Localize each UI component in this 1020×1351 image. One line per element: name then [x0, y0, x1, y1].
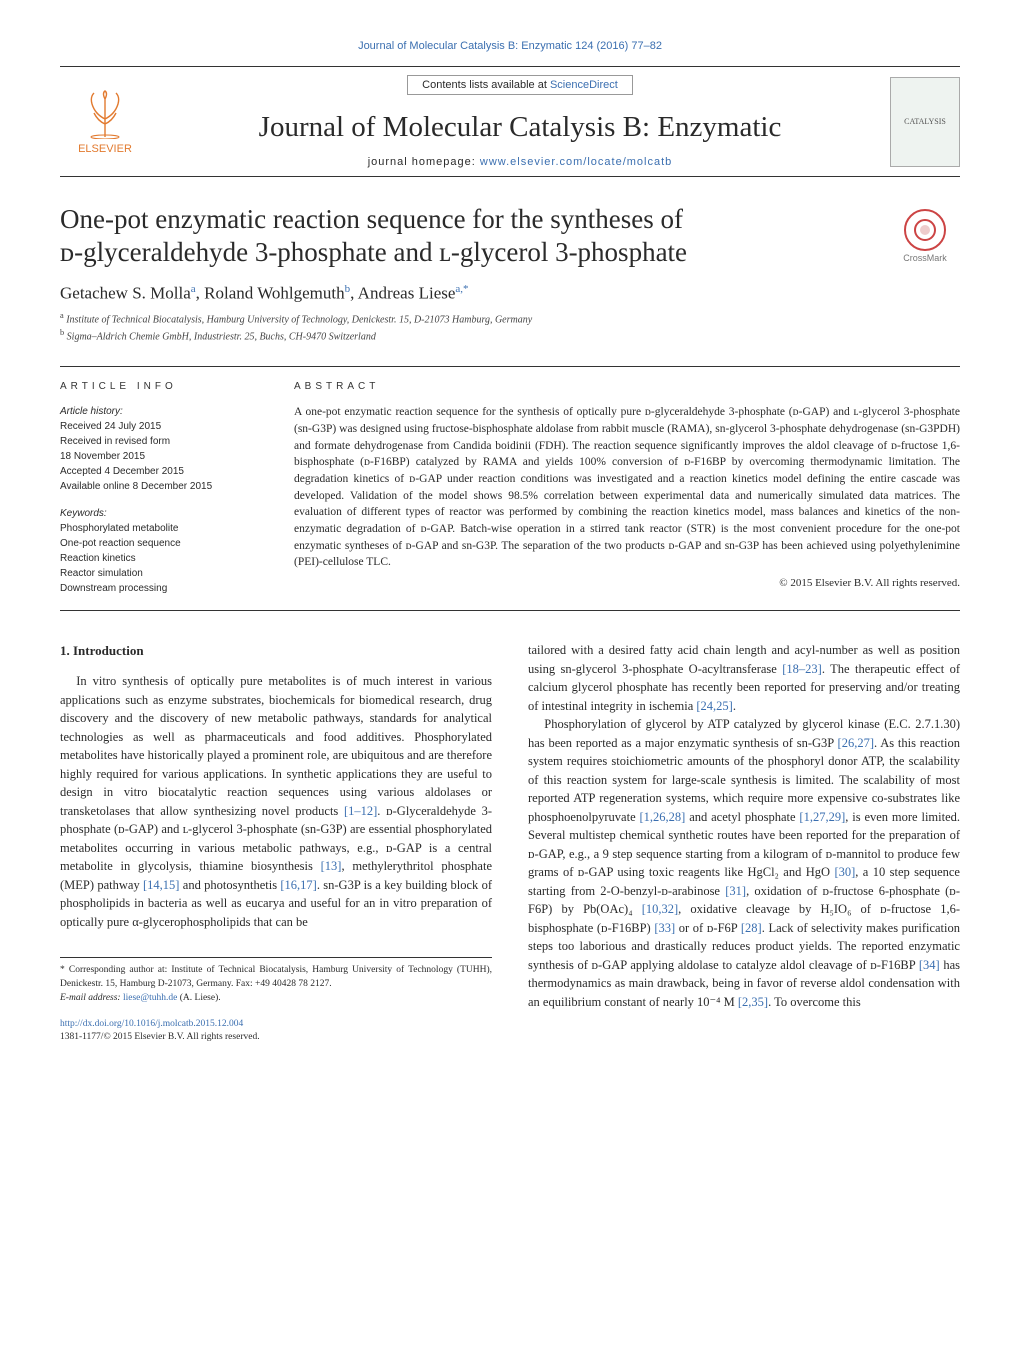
keyword-item: Downstream processing	[60, 581, 250, 596]
text-run: In vitro synthesis of optically pure met…	[60, 674, 492, 818]
corresponding-author-footnote: * Corresponding author at: Institute of …	[60, 964, 492, 992]
page-root: Journal of Molecular Catalysis B: Enzyma…	[0, 0, 1020, 1074]
text-run: .	[733, 699, 736, 713]
publisher-logo: ELSEVIER	[60, 77, 150, 167]
body-columns: 1. Introduction In vitro synthesis of op…	[60, 641, 960, 1044]
article-info-heading: ARTICLE INFO	[60, 381, 250, 392]
history-received: Received 24 July 2015	[60, 419, 250, 434]
keyword-item: One-pot reaction sequence	[60, 536, 250, 551]
article-history: Article history: Received 24 July 2015 R…	[60, 404, 250, 494]
citation-link[interactable]: [26,27]	[838, 736, 874, 750]
intro-para-1-cont: tailored with a desired fatty acid chain…	[528, 641, 960, 715]
journal-cover-thumb: CATALYSIS	[890, 77, 960, 167]
cover-label: CATALYSIS	[904, 117, 946, 126]
footnotes: * Corresponding author at: Institute of …	[60, 957, 492, 1005]
email-label: E-mail address:	[60, 993, 123, 1003]
author-line: Getachew S. Mollaa, Roland Wohlgemuthb, …	[60, 283, 960, 304]
citation-link[interactable]: [10,32]	[642, 902, 678, 916]
title-line-1: One-pot enzymatic reaction sequence for …	[60, 204, 683, 234]
citation-link[interactable]: [34]	[919, 958, 940, 972]
affiliation-b: b Sigma–Aldrich Chemie GmbH, Industriest…	[60, 327, 960, 344]
homepage-url[interactable]: www.elsevier.com/locate/molcatb	[480, 156, 672, 168]
title-block: One-pot enzymatic reaction sequence for …	[60, 203, 960, 269]
text-run: and acetyl phosphate	[685, 810, 799, 824]
footnote-corr-text: Corresponding author at: Institute of Te…	[60, 965, 492, 989]
citation-link[interactable]: [16,17]	[280, 878, 316, 892]
aff-b-text: Sigma–Aldrich Chemie GmbH, Industriestr.…	[67, 331, 376, 342]
journal-name: Journal of Molecular Catalysis B: Enzyma…	[150, 111, 890, 144]
citation-link[interactable]: [18–23]	[782, 662, 822, 676]
citation-link[interactable]: [33]	[654, 921, 675, 935]
article-info-column: ARTICLE INFO Article history: Received 2…	[60, 381, 270, 611]
section-1-heading: 1. Introduction	[60, 641, 492, 660]
aff-a-text: Institute of Technical Biocatalysis, Ham…	[66, 314, 532, 325]
body-column-right: tailored with a desired fatty acid chain…	[528, 641, 960, 1044]
text-run: or of ᴅ-F6P	[675, 921, 741, 935]
history-online: Available online 8 December 2015	[60, 479, 250, 494]
doi-link[interactable]: http://dx.doi.org/10.1016/j.molcatb.2015…	[60, 1018, 492, 1031]
sciencedirect-link[interactable]: ScienceDirect	[550, 79, 618, 91]
citation-link[interactable]: [14,15]	[143, 878, 179, 892]
history-accepted: Accepted 4 December 2015	[60, 464, 250, 479]
running-head: Journal of Molecular Catalysis B: Enzyma…	[60, 40, 960, 52]
email-footnote: E-mail address: liese@tuhh.de (A. Liese)…	[60, 992, 492, 1006]
citation-link[interactable]: [2,35]	[738, 995, 768, 1009]
keyword-item: Reactor simulation	[60, 566, 250, 581]
crossmark-badge[interactable]: CrossMark	[890, 209, 960, 263]
citation-link[interactable]: [31]	[725, 884, 746, 898]
author-2: , Roland Wohlgemuth	[196, 284, 345, 303]
homepage-pre: journal homepage:	[368, 156, 480, 168]
abstract-heading: ABSTRACT	[294, 381, 960, 392]
citation-link[interactable]: [13]	[321, 859, 342, 873]
contents-pre: Contents lists available at	[422, 79, 550, 91]
email-link[interactable]: liese@tuhh.de	[123, 993, 177, 1003]
title-line-2: ᴅ-glyceraldehyde 3-phosphate and ʟ-glyce…	[60, 237, 687, 267]
meta-abstract-row: ARTICLE INFO Article history: Received 2…	[60, 366, 960, 611]
abstract-copyright: © 2015 Elsevier B.V. All rights reserved…	[294, 577, 960, 589]
body-column-left: 1. Introduction In vitro synthesis of op…	[60, 641, 492, 1044]
abstract-column: ABSTRACT A one-pot enzymatic reaction se…	[270, 381, 960, 611]
affiliations: a Institute of Technical Biocatalysis, H…	[60, 310, 960, 345]
text-run: . To overcome this	[768, 995, 861, 1009]
keywords-list: Phosphorylated metabolite One-pot reacti…	[60, 521, 250, 596]
keywords-heading: Keywords:	[60, 508, 250, 519]
contents-available: Contents lists available at ScienceDirec…	[407, 75, 633, 95]
keyword-item: Reaction kinetics	[60, 551, 250, 566]
doi-block: http://dx.doi.org/10.1016/j.molcatb.2015…	[60, 1018, 492, 1045]
masthead-center: Contents lists available at ScienceDirec…	[150, 75, 890, 168]
text-run: and photosynthetis	[179, 878, 280, 892]
email-post: (A. Liese).	[177, 993, 220, 1003]
intro-para-1: In vitro synthesis of optically pure met…	[60, 672, 492, 931]
citation-link[interactable]: [28]	[741, 921, 762, 935]
abstract-text: A one-pot enzymatic reaction sequence fo…	[294, 404, 960, 571]
elsevier-tree-icon	[80, 89, 130, 139]
crossmark-icon	[904, 209, 946, 251]
intro-para-2: Phosphorylation of glycerol by ATP catal…	[528, 715, 960, 1011]
issn-copyright: 1381-1177/© 2015 Elsevier B.V. All right…	[60, 1031, 492, 1044]
affiliation-a: a Institute of Technical Biocatalysis, H…	[60, 310, 960, 327]
author-3: , Andreas Liese	[350, 284, 455, 303]
citation-link[interactable]: [1,27,29]	[799, 810, 845, 824]
citation-link[interactable]: [1–12]	[344, 804, 377, 818]
masthead: ELSEVIER Contents lists available at Sci…	[60, 66, 960, 177]
author-1: Getachew S. Molla	[60, 284, 191, 303]
citation-link[interactable]: [24,25]	[696, 699, 732, 713]
publisher-name: ELSEVIER	[78, 143, 132, 155]
homepage-line: journal homepage: www.elsevier.com/locat…	[150, 156, 890, 168]
keyword-item: Phosphorylated metabolite	[60, 521, 250, 536]
author-3-aff: a,*	[455, 283, 468, 295]
crossmark-label: CrossMark	[903, 253, 947, 263]
history-head: Article history:	[60, 404, 250, 419]
history-revised: Received in revised form 18 November 201…	[60, 434, 250, 464]
citation-link[interactable]: [1,26,28]	[640, 810, 686, 824]
paper-title: One-pot enzymatic reaction sequence for …	[60, 203, 874, 269]
citation-link[interactable]: [30]	[834, 865, 855, 879]
